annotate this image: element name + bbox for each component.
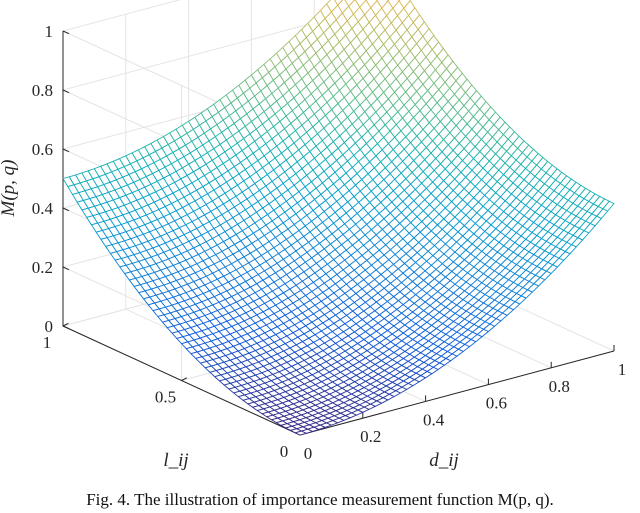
surface-mesh [62, 0, 615, 436]
z-tick-mark [62, 148, 70, 153]
x-tick-label: 0.4 [423, 410, 445, 429]
y-tick-mark [62, 322, 69, 327]
z-axis-label: M(p, q) [0, 160, 19, 218]
z-tick-label: 0.8 [32, 81, 53, 100]
surface-cell [602, 200, 615, 212]
z-tick-mark [62, 207, 70, 212]
x-axis-line [299, 350, 615, 436]
y-tick-label: 0 [280, 442, 289, 461]
z-tick-label: 0.6 [32, 140, 53, 159]
y-axis-label: l_ij [163, 450, 188, 471]
x-tick-label: 1 [618, 360, 627, 379]
figure-caption: Fig. 4. The illustration of importance m… [86, 490, 554, 509]
z-tick-label: 0.2 [32, 258, 53, 277]
y-tick-label: 1 [43, 333, 52, 352]
x-tick-label: 0.6 [486, 394, 507, 413]
x-tick-label: 0 [304, 444, 313, 463]
z-tick-mark [62, 266, 70, 271]
z-tick-mark [62, 89, 70, 94]
x-axis-label: d_ij [429, 450, 459, 471]
x-tick-label: 0.2 [360, 427, 381, 446]
y-tick-label: 0.5 [155, 388, 176, 407]
z-tick-label: 0.4 [32, 199, 54, 218]
z-tick-label: 0 [45, 317, 54, 336]
z-tick-label: 1 [45, 22, 54, 41]
x-tick-label: 0.8 [549, 377, 570, 396]
y-tick-mark [181, 377, 188, 381]
z-tick-mark [62, 325, 70, 330]
axis-labels: d_ij l_ij M(p, q) [0, 160, 459, 471]
z-tick-mark [62, 30, 70, 35]
